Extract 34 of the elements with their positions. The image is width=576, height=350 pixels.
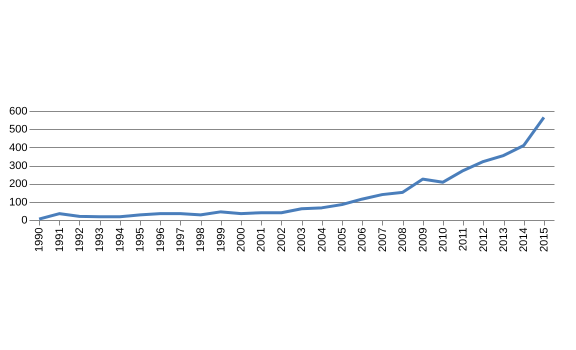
x-tick-label: 2009: [417, 228, 430, 252]
x-tick-label: 2002: [276, 228, 288, 252]
x-tick-label: 1999: [215, 228, 228, 252]
y-tick-label: 200: [9, 178, 28, 190]
x-tick-label: 1994: [114, 228, 126, 252]
x-tick-label: 2012: [478, 228, 490, 252]
y-tick-label: 400: [9, 142, 28, 154]
x-tick-label: 2008: [397, 228, 410, 252]
x-tick-label: 1998: [195, 228, 208, 252]
x-tick-label: 1990: [34, 228, 46, 252]
x-tick-label: 2003: [296, 228, 308, 252]
x-tick-label: 1991: [54, 228, 66, 252]
y-tick-label: 300: [9, 160, 28, 172]
x-tick-label: 1992: [74, 228, 86, 252]
x-tick-label: 2011: [458, 228, 470, 252]
y-tick-label: 0: [21, 214, 28, 226]
x-tick-label: 2015: [538, 228, 550, 252]
y-tick-label: 500: [9, 124, 28, 136]
x-tick-label: 2005: [336, 228, 348, 252]
x-tick-label: 2007: [376, 228, 389, 252]
x-tick-label: 2006: [356, 228, 369, 252]
x-tick-label: 2004: [316, 228, 328, 252]
y-tick-label: 100: [9, 196, 28, 208]
x-tick-label: 2001: [256, 228, 268, 252]
x-tick-label: 1996: [154, 228, 167, 252]
x-tick-label: 2000: [236, 228, 248, 252]
x-tick-label: 1993: [94, 228, 106, 252]
x-tick-label: 2010: [437, 228, 450, 252]
x-tick-label: 2013: [498, 228, 510, 252]
x-tick-label: 2014: [518, 228, 530, 252]
x-tick-label: 1997: [174, 228, 187, 252]
x-tick-label: 1995: [134, 228, 147, 252]
y-tick-label: 600: [9, 106, 28, 118]
line-series: [38, 116, 546, 221]
